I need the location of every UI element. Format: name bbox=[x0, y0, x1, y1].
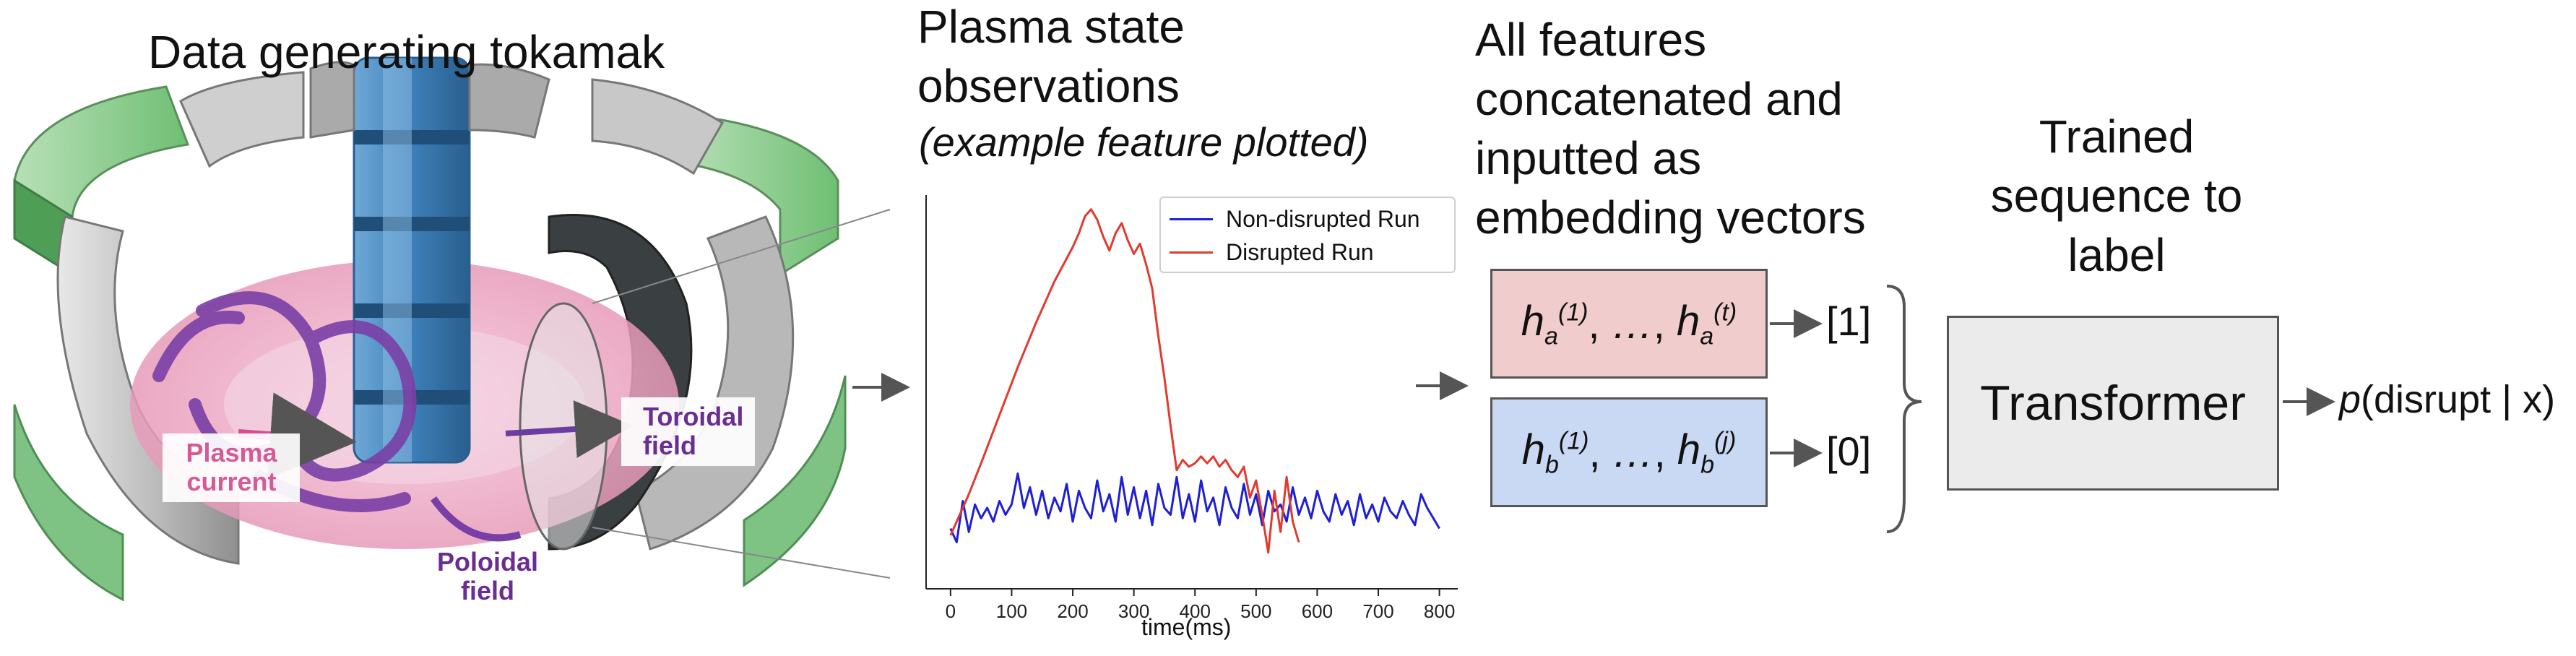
emb-b-hj: hb(j) bbox=[1677, 426, 1737, 479]
features-title-line-1: All features bbox=[1475, 14, 1707, 66]
label-positive: [1] bbox=[1826, 298, 1872, 344]
embedding-vector-b: hb(1) , …, hb(j) bbox=[1490, 397, 1768, 507]
observations-title-line-2: observations bbox=[917, 60, 1180, 112]
tokamak-illustration bbox=[13, 56, 891, 602]
model-output: p(disrupt | x) bbox=[2339, 377, 2555, 422]
poloidal-field-label: Poloidal field bbox=[426, 548, 549, 605]
features-title: All features concatenated and inputted a… bbox=[1475, 10, 1866, 247]
label-brace bbox=[1886, 285, 1922, 533]
model-title-line-2: sequence to bbox=[1990, 170, 2243, 222]
output-rest: (disrupt | x) bbox=[2361, 378, 2556, 421]
label-negative: [0] bbox=[1826, 428, 1872, 474]
observations-subtitle: (example feature plotted) bbox=[919, 119, 1369, 165]
x-tick-label: 300 bbox=[1118, 600, 1149, 622]
model-title-line-1: Trained bbox=[2039, 111, 2195, 163]
embedding-vector-a: ha(1) , …, ha(t) bbox=[1490, 269, 1768, 379]
emb-b-ellipsis: … bbox=[1612, 428, 1654, 476]
toroidal-field-label: Toroidal field bbox=[643, 402, 743, 460]
poloidal-field-line-1: Poloidal bbox=[436, 547, 538, 577]
plot-ticks: 0 100 200 300 400 500 600 700 800 bbox=[946, 589, 1455, 622]
legend-label-disrupted: Disrupted Run bbox=[1226, 238, 1374, 265]
series-line-disrupted bbox=[949, 208, 1300, 554]
emb-b-h1: hb(1) bbox=[1521, 426, 1589, 479]
legend-swatch-disrupted bbox=[1170, 251, 1213, 254]
x-tick-label: 700 bbox=[1362, 600, 1393, 622]
series-line-non-disrupted bbox=[949, 472, 1440, 543]
x-tick-label: 600 bbox=[1302, 600, 1333, 622]
emb-a-ht: ha(t) bbox=[1676, 297, 1737, 350]
legend-entry-disrupted: Disrupted Run bbox=[1161, 236, 1454, 269]
observations-title: Plasma state observations bbox=[917, 0, 1185, 116]
emb-a-ellipsis: … bbox=[1611, 300, 1654, 348]
plasma-current-line-2: current bbox=[186, 467, 277, 496]
legend-entry-non-disrupted: Non-disrupted Run bbox=[1161, 202, 1454, 236]
toroidal-field-line-2: field bbox=[643, 431, 697, 460]
x-tick-label: 200 bbox=[1057, 600, 1088, 622]
tokamak-title: Data generating tokamak bbox=[148, 26, 665, 78]
poloidal-field-line-2: field bbox=[460, 576, 514, 605]
model-title-line-3: label bbox=[2067, 229, 2166, 281]
plasma-current-line-1: Plasma bbox=[186, 438, 277, 467]
x-tick-label: 800 bbox=[1424, 600, 1455, 622]
plasma-current-label: Plasma current bbox=[165, 439, 298, 496]
x-tick-label: 400 bbox=[1180, 600, 1211, 622]
x-tick-label: 500 bbox=[1240, 600, 1271, 622]
features-title-line-4: embedding vectors bbox=[1475, 191, 1866, 243]
chart-xlabel: time(ms) bbox=[1141, 614, 1232, 640]
legend-swatch-non-disrupted bbox=[1170, 217, 1213, 220]
plot-series-layer bbox=[949, 208, 1440, 554]
observations-title-line-1: Plasma state bbox=[917, 1, 1185, 53]
transformer-label: Transformer bbox=[1980, 376, 2246, 431]
output-p: p bbox=[2339, 378, 2361, 421]
legend-label-non-disrupted: Non-disrupted Run bbox=[1226, 205, 1420, 232]
features-title-line-2: concatenated and bbox=[1475, 73, 1843, 125]
x-tick-label: 0 bbox=[946, 600, 956, 622]
transformer-box: Transformer bbox=[1947, 316, 2279, 491]
toroidal-field-line-1: Toroidal bbox=[643, 402, 744, 431]
plot-axes bbox=[925, 195, 1458, 590]
chart-legend: Non-disrupted Run Disrupted Run bbox=[1159, 197, 1456, 273]
features-title-line-3: inputted as bbox=[1475, 132, 1702, 184]
x-tick-label: 100 bbox=[996, 600, 1027, 622]
model-title: Trained sequence to label bbox=[1950, 107, 2283, 285]
emb-a-h1: ha(1) bbox=[1521, 297, 1589, 350]
